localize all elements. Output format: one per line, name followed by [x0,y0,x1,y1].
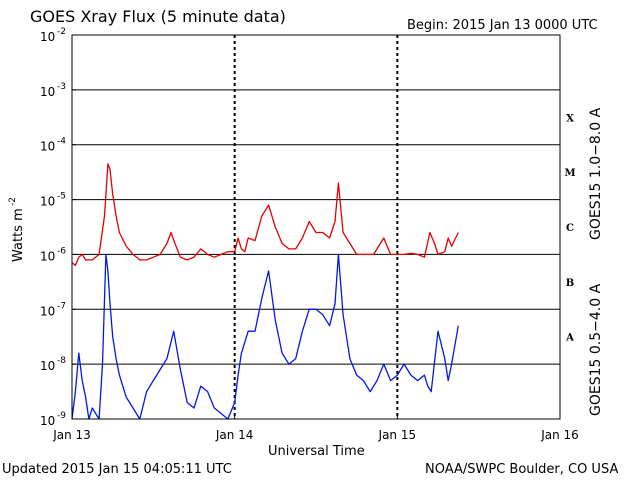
series-layer [71,163,459,420]
flare-class-label: X [566,113,574,124]
x-tick-label: Jan 16 [540,428,579,442]
y-axis-label-exponent: -2 [8,197,18,206]
y-tick-exponent: -2 [57,27,66,37]
y-tick-exponent: -6 [57,246,66,256]
flare-class-label: C [566,223,574,234]
flare-class-labels: X M C B A [564,113,575,343]
chart-title: GOES Xray Flux (5 minute data) [30,7,286,26]
flare-class-label: B [566,278,574,289]
y-tick-base: 10 [40,414,55,428]
legend-red-series: GOES15 1.0−8.0 A [588,107,604,240]
x-tick-label: Jan 13 [52,428,91,442]
flare-class-label: M [564,168,575,179]
horizontal-gridlines [72,89,560,365]
series-line-short [71,253,459,420]
y-tick-label: 10 -5 [40,192,76,209]
y-tick-exponent: -8 [57,356,66,366]
y-tick-label: 10 -2 [40,27,76,44]
y-tick-exponent: -4 [57,137,66,147]
y-tick-base: 10 [40,359,55,373]
y-tick-exponent: -7 [57,301,66,311]
source-credit: NOAA/SWPC Boulder, CO USA [425,462,618,477]
x-tick-label: Jan 15 [378,428,417,442]
day-boundary-lines [233,35,399,419]
y-tick-label: 10 -9 [40,411,76,428]
y-axis-label: Watts m -2 [8,197,26,262]
y-tick-label: 10 -4 [40,137,76,154]
flare-class-label: A [565,333,574,344]
y-tick-base: 10 [40,304,55,318]
y-tick-base: 10 [40,30,55,44]
plot-frame [71,34,561,420]
y-tick-exponent: -5 [57,192,66,202]
y-tick-exponent: -9 [57,411,66,421]
x-tick-labels: Jan 13 Jan 14 Jan 15 Jan 16 [52,413,579,442]
y-tick-base: 10 [40,140,55,154]
series-line-long [71,163,459,267]
y-tick-base: 10 [40,195,55,209]
y-tick-base: 10 [40,249,55,263]
y-tick-exponent: -3 [57,82,66,92]
x-axis-label: Universal Time [268,444,365,459]
y-tick-label: 10 -3 [40,82,76,99]
begin-timestamp: Begin: 2015 Jan 13 0000 UTC [407,18,598,33]
legend-blue-series: GOES15 0.5−4.0 A [588,283,604,416]
y-tick-base: 10 [40,85,55,99]
x-tick-label: Jan 14 [215,428,254,442]
y-tick-labels: 10-210-310-410-510-610-710-810-9 [40,27,76,428]
y-tick-label: 10 -8 [40,356,76,373]
y-tick-label: 10 -6 [40,246,76,263]
y-axis-label-text: Watts m [11,208,26,262]
updated-timestamp: Updated 2015 Jan 15 04:05:11 UTC [2,462,232,477]
y-tick-label: 10 -7 [40,301,76,318]
